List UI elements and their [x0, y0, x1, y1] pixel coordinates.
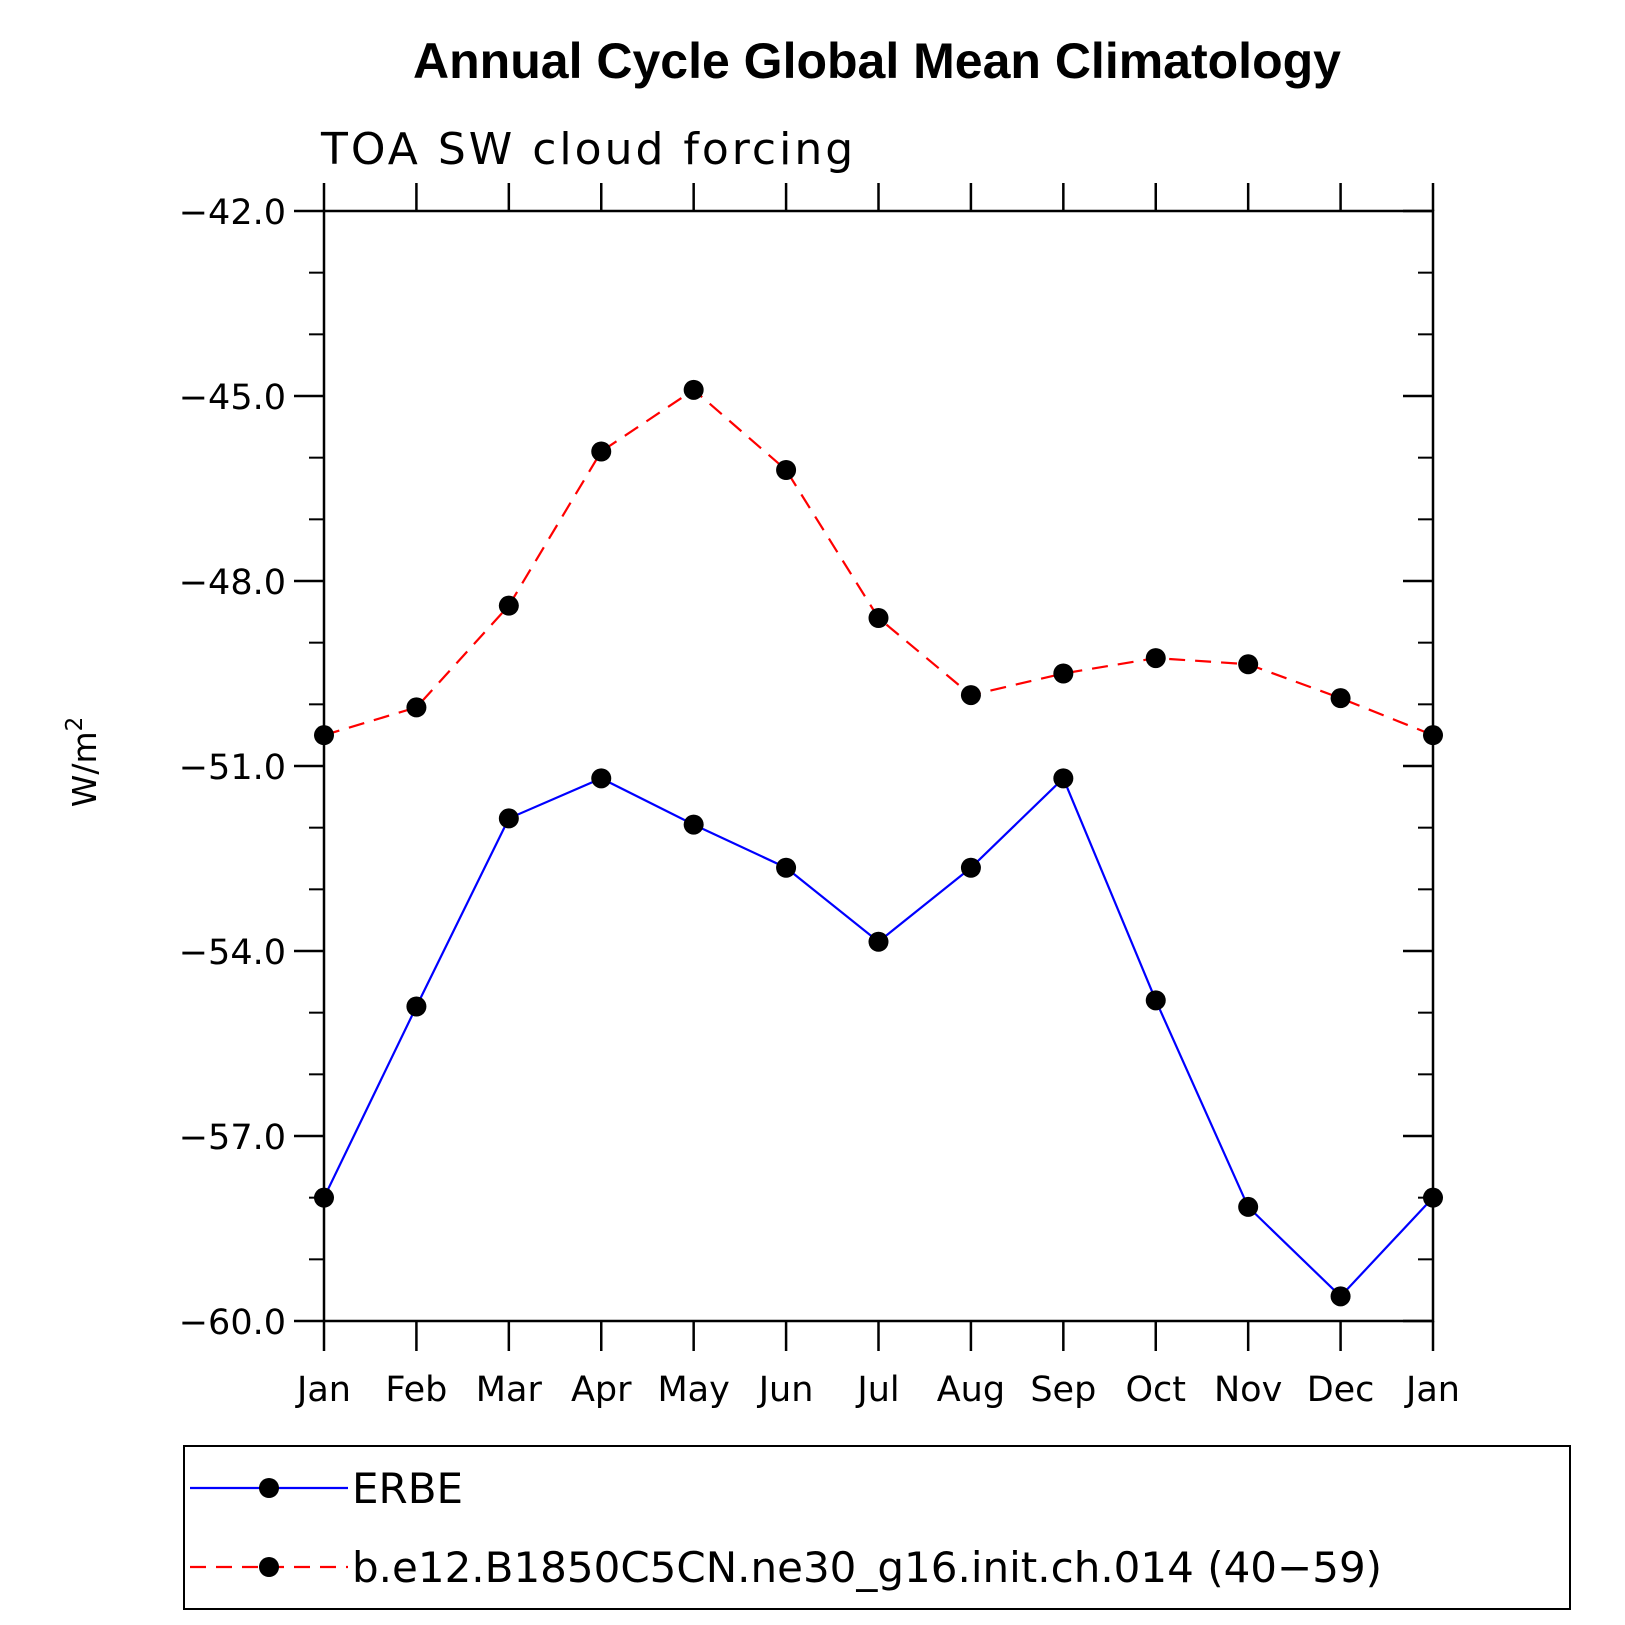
legend-marker-model	[259, 1557, 279, 1577]
series-line-1	[323, 388, 1434, 737]
legend-box	[183, 1445, 1571, 1610]
data-point-series-1	[1145, 648, 1166, 669]
data-point-series-1	[1423, 725, 1443, 746]
series-line-0	[323, 776, 1434, 1298]
legend-label-model: b.e12.B1850C5CN.ne30_g16.init.ch.014 (40…	[352, 1543, 1382, 1592]
data-point-series-1	[1053, 663, 1074, 684]
x-tick-label: Jan	[1404, 1370, 1460, 1410]
plot-frame	[322, 209, 1435, 1323]
data-point-series-0	[1053, 768, 1074, 789]
data-point-series-1	[1330, 688, 1351, 709]
x-tick-label: Nov	[1214, 1370, 1282, 1410]
y-tick-label: −57.0	[179, 1118, 286, 1158]
data-point-series-1	[591, 441, 612, 462]
y-axis-label: W/m2	[62, 717, 104, 808]
x-tick-label: Jun	[757, 1370, 814, 1410]
y-tick-label: −45.0	[179, 378, 286, 418]
x-tick-label: Jul	[855, 1370, 899, 1410]
data-point-series-1	[683, 379, 704, 400]
data-point-series-0	[1330, 1286, 1351, 1307]
data-point-series-1	[868, 608, 889, 628]
data-point-series-0	[498, 808, 519, 829]
series-layer	[314, 379, 1443, 1307]
data-point-series-0	[406, 996, 427, 1017]
x-tick-label: Jan	[295, 1370, 351, 1410]
x-tick-label: Aug	[937, 1370, 1005, 1410]
data-point-series-0	[1145, 990, 1166, 1011]
legend-label-erbe: ERBE	[352, 1464, 463, 1513]
data-point-series-0	[868, 931, 889, 952]
data-point-series-1	[776, 460, 797, 480]
legend: ERBE b.e12.B1850C5CN.ne30_g16.init.ch.01…	[183, 1445, 1571, 1610]
data-point-series-1	[314, 725, 334, 746]
legend-marker-erbe	[259, 1478, 279, 1498]
y-tick-label: −54.0	[179, 933, 286, 973]
x-tick-label: Oct	[1125, 1370, 1186, 1410]
data-point-series-1	[406, 697, 427, 718]
data-point-series-0	[1423, 1187, 1443, 1208]
chart-title: Annual Cycle Global Mean Climatology	[413, 33, 1341, 89]
x-tick-label: Dec	[1307, 1370, 1375, 1410]
x-tick-label: Sep	[1030, 1370, 1096, 1410]
data-point-series-0	[683, 814, 704, 835]
data-point-series-1	[498, 595, 519, 616]
data-point-series-1	[960, 685, 981, 706]
x-tick-label: Mar	[476, 1370, 543, 1410]
x-tick-label: Apr	[571, 1370, 632, 1410]
chart-subtitle: TOA SW cloud forcing	[320, 124, 856, 175]
y-axis-label-text: W/m	[65, 731, 104, 807]
y-tick-label: −51.0	[179, 748, 286, 788]
axes: Jan Feb Mar Apr May Jun Jul Aug Sep Oct Nov Dec Jan−…	[179, 183, 1460, 1410]
data-point-series-0	[960, 857, 981, 878]
y-tick-label: −42.0	[179, 193, 286, 233]
y-axis-label-exponent: 2	[62, 717, 88, 732]
data-point-series-0	[591, 768, 612, 789]
x-tick-label: Feb	[385, 1370, 447, 1410]
data-point-series-1	[1238, 654, 1259, 675]
x-tick-label: May	[657, 1370, 729, 1410]
y-tick-label: −60.0	[179, 1303, 286, 1343]
data-point-series-0	[776, 857, 797, 878]
data-point-series-0	[314, 1187, 334, 1208]
data-point-series-0	[1238, 1196, 1259, 1217]
y-tick-label: −48.0	[179, 563, 286, 603]
